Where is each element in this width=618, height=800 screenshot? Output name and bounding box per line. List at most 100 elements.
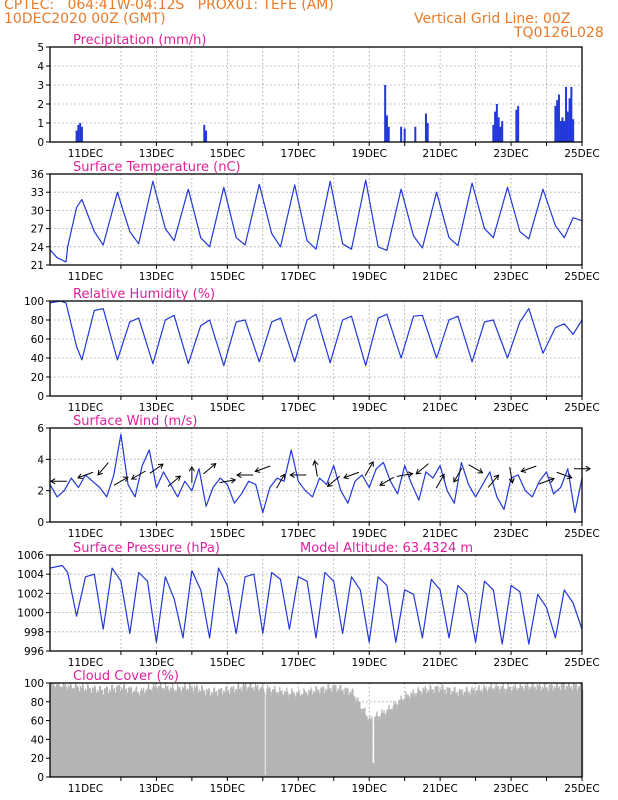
x-tick-label: 15DEC bbox=[210, 657, 245, 669]
cloud-bar bbox=[274, 685, 276, 777]
cloud-bar bbox=[177, 687, 179, 777]
cloud-bar bbox=[183, 687, 185, 777]
cloud-bar bbox=[215, 691, 218, 777]
cloud-bar bbox=[511, 694, 513, 777]
cloud-bar bbox=[264, 775, 267, 777]
y-tick-label: 4 bbox=[37, 454, 44, 466]
cloud-bar bbox=[424, 686, 426, 777]
cloud-bar bbox=[354, 696, 356, 777]
cloud-bar bbox=[235, 688, 237, 777]
cloud-bar bbox=[326, 690, 328, 777]
cloud-bar bbox=[249, 684, 251, 777]
cloud-bar bbox=[440, 690, 442, 777]
cloud-bar bbox=[269, 691, 272, 777]
wind-arrow bbox=[521, 465, 537, 472]
cloud-bar bbox=[81, 687, 83, 777]
cloud-bar bbox=[312, 693, 314, 777]
precip-bar bbox=[77, 124, 80, 142]
cloud-bar bbox=[86, 684, 89, 777]
cloud-bar bbox=[466, 686, 468, 777]
cloud-bar bbox=[120, 687, 123, 777]
cloud-bar bbox=[208, 688, 210, 777]
cloud-bar bbox=[458, 689, 460, 777]
cloud-bar bbox=[221, 694, 223, 777]
cloud-bar bbox=[260, 689, 262, 777]
cloud-bar bbox=[544, 684, 546, 777]
cloud-bar bbox=[246, 691, 248, 777]
cloud-bar bbox=[539, 685, 541, 777]
cloud-bar bbox=[137, 694, 139, 777]
cloud-bar bbox=[559, 690, 561, 777]
cloud-bar bbox=[244, 685, 246, 777]
cloud-bar bbox=[472, 690, 474, 777]
panel-0: 0 1 2 3 4 5 11DEC 13DEC 15DEC 17DEC 19DEC 21DEC 23DE… bbox=[37, 33, 599, 160]
x-tick-label: 19DEC bbox=[351, 657, 386, 669]
precip-bar bbox=[563, 121, 566, 142]
cloud-bar bbox=[337, 688, 339, 777]
cloud-bar bbox=[481, 691, 483, 777]
cloud-bar bbox=[69, 683, 72, 777]
cloud-bar bbox=[467, 693, 470, 777]
cloud-bar bbox=[444, 689, 446, 777]
precip-bar bbox=[205, 130, 208, 142]
cloud-bar bbox=[484, 688, 486, 777]
y-tick-label: 6 bbox=[37, 423, 44, 435]
cloud-bar bbox=[413, 692, 415, 777]
cloud-bar bbox=[206, 690, 209, 777]
y-tick-label: 0 bbox=[37, 137, 44, 149]
cloud-bar bbox=[176, 684, 179, 777]
cloud-bar bbox=[313, 693, 316, 777]
cloud-bar bbox=[89, 688, 92, 777]
cloud-bar bbox=[564, 689, 566, 777]
cloud-bar bbox=[495, 683, 497, 777]
x-tick-label: 13DEC bbox=[139, 148, 174, 160]
x-tick-label: 23DEC bbox=[493, 402, 528, 414]
precip-bar bbox=[424, 113, 427, 142]
cloud-bar bbox=[538, 683, 541, 777]
cloud-bar bbox=[163, 692, 165, 777]
cloud-bar bbox=[343, 694, 345, 777]
cloud-bar bbox=[110, 691, 112, 777]
cloud-bar bbox=[528, 689, 531, 777]
cloud-bar bbox=[325, 690, 328, 777]
cloud-bar bbox=[310, 687, 312, 777]
cloud-bar bbox=[288, 694, 290, 777]
cloud-bar bbox=[224, 692, 226, 777]
cloud-bar bbox=[573, 683, 575, 777]
cloud-bar bbox=[252, 690, 255, 777]
series-line bbox=[49, 179, 583, 263]
cloud-bar bbox=[311, 689, 313, 777]
y-tick-label: 36 bbox=[31, 169, 45, 181]
cloud-bar bbox=[546, 687, 548, 777]
cloud-bar bbox=[146, 691, 148, 777]
cloud-bar bbox=[229, 694, 231, 777]
cloud-bar bbox=[58, 684, 60, 777]
cloud-bar bbox=[307, 695, 309, 777]
cloud-bar bbox=[303, 690, 306, 777]
cloud-bar bbox=[533, 688, 535, 777]
wind-arrow bbox=[314, 460, 318, 477]
cloud-bar bbox=[464, 691, 466, 777]
cloud-bar bbox=[463, 691, 465, 777]
cloud-bar bbox=[204, 695, 206, 777]
wind-arrow-head bbox=[477, 468, 484, 474]
cloud-bar bbox=[420, 696, 423, 777]
cloud-bar bbox=[555, 687, 557, 777]
precip-bar bbox=[79, 123, 82, 142]
cloud-bar bbox=[353, 697, 355, 777]
cloud-bar bbox=[94, 686, 96, 777]
cloud-bar bbox=[296, 693, 299, 777]
cloud-bar bbox=[474, 695, 477, 777]
cloud-bar bbox=[125, 690, 127, 777]
cloud-bar bbox=[117, 688, 119, 777]
y-tick-label: 1 bbox=[37, 118, 44, 130]
cloud-bar bbox=[392, 706, 394, 777]
cloud-bar bbox=[534, 687, 536, 777]
cloud-bar bbox=[92, 688, 94, 777]
cloud-bar bbox=[547, 692, 549, 777]
cloud-bar bbox=[115, 686, 118, 777]
cloud-bar bbox=[202, 691, 204, 777]
cloud-bar bbox=[228, 694, 231, 777]
cloud-bar bbox=[396, 708, 399, 777]
cloud-bar bbox=[377, 719, 380, 777]
